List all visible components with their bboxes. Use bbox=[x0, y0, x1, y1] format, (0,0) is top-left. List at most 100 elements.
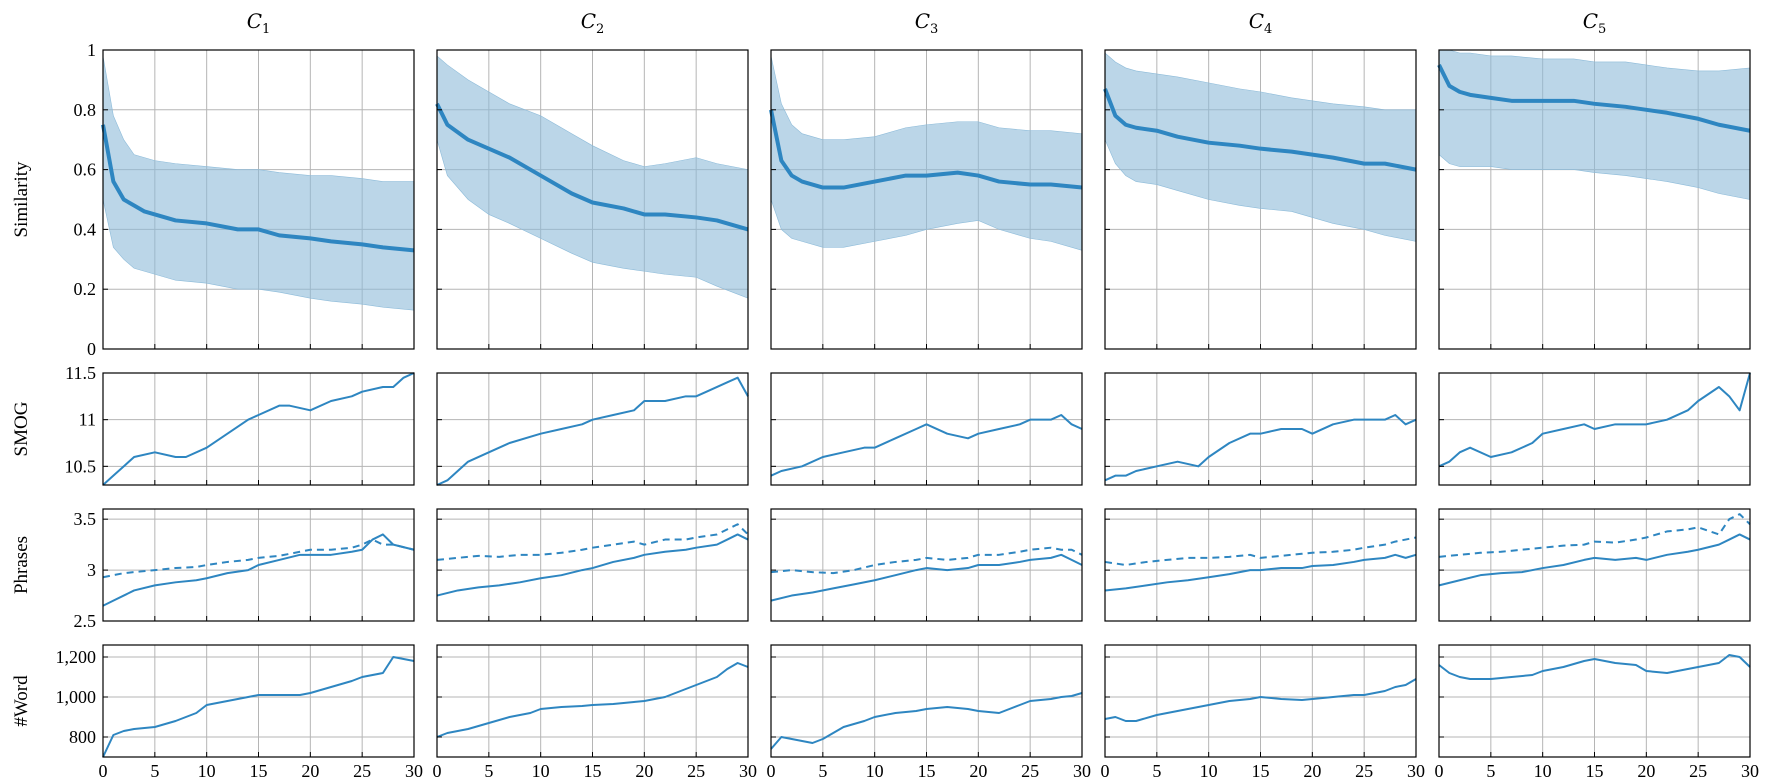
x-tick-label: 20 bbox=[969, 761, 987, 779]
x-tick-label: 0 bbox=[433, 761, 442, 779]
y-tick-label: 3 bbox=[87, 560, 96, 580]
series-line bbox=[436, 376, 749, 486]
dashed-series-line bbox=[436, 523, 749, 561]
panel-r3-c3 bbox=[770, 508, 1083, 622]
x-tick-label: 30 bbox=[1741, 761, 1759, 779]
y-tick-label: 0.2 bbox=[74, 279, 97, 299]
x-tick-label: 15 bbox=[1586, 761, 1604, 779]
y-tick-label: 2.5 bbox=[74, 611, 97, 631]
panel-r2-c5 bbox=[1438, 372, 1751, 486]
column-title-1: C1 bbox=[247, 9, 271, 37]
mean-line bbox=[769, 109, 1083, 190]
panel-r3-c4 bbox=[1104, 508, 1417, 622]
panel-r4-c5: 0 5 10 15 20 25 30 bbox=[1435, 644, 1759, 779]
ylabel-word: #Word bbox=[11, 675, 32, 727]
mean-line bbox=[435, 102, 749, 232]
column-title-3: C3 bbox=[915, 9, 939, 37]
y-tick-label: 800 bbox=[69, 727, 96, 747]
dashed-series-line bbox=[770, 546, 1083, 575]
panel-r1-c4 bbox=[1103, 49, 1417, 350]
panel-r4-c2: 0 5 10 15 20 25 30 bbox=[433, 644, 757, 779]
series-line bbox=[770, 414, 1083, 477]
dashed-series-line bbox=[1438, 513, 1751, 558]
x-tick-label: 5 bbox=[818, 761, 827, 779]
series-line bbox=[770, 553, 1083, 602]
series-line bbox=[1104, 414, 1417, 482]
x-tick-label: 5 bbox=[1486, 761, 1495, 779]
column-title-5: C5 bbox=[1583, 9, 1607, 37]
series-line bbox=[102, 533, 415, 607]
x-tick-label: 30 bbox=[1073, 761, 1091, 779]
series-line bbox=[102, 656, 415, 758]
y-tick-label: 11 bbox=[79, 410, 96, 430]
column-title-2: C2 bbox=[581, 9, 605, 37]
x-tick-label: 15 bbox=[250, 761, 268, 779]
panel-r4-c1: 800 1,000 1,200 0 5 10 15 20 25 30 bbox=[56, 644, 423, 779]
ylabel-phrases: Phrases bbox=[11, 536, 32, 594]
y-tick-label: 1,000 bbox=[56, 687, 97, 707]
panel-r4-c4: 0 5 10 15 20 25 30 bbox=[1101, 644, 1425, 779]
y-tick-label: 10.5 bbox=[65, 456, 97, 476]
x-tick-label: 0 bbox=[1435, 761, 1444, 779]
series-line bbox=[770, 692, 1083, 750]
mean-line bbox=[1103, 88, 1417, 172]
series-line bbox=[1438, 372, 1751, 468]
x-tick-label: 10 bbox=[532, 761, 550, 779]
panel-r2-c4 bbox=[1104, 372, 1417, 486]
panel-r2-c1: 10.5 11 11.5 bbox=[65, 363, 415, 486]
x-tick-label: 10 bbox=[1200, 761, 1218, 779]
x-tick-label: 10 bbox=[866, 761, 884, 779]
series-line bbox=[1104, 553, 1417, 592]
y-tick-label: 11.5 bbox=[65, 363, 96, 383]
series-line bbox=[1438, 533, 1751, 587]
x-tick-label: 25 bbox=[1021, 761, 1039, 779]
x-tick-label: 0 bbox=[1101, 761, 1110, 779]
panel-r1-c2 bbox=[435, 49, 749, 350]
x-tick-label: 0 bbox=[767, 761, 776, 779]
series-line bbox=[1104, 678, 1417, 722]
panel-r4-c3: 0 5 10 15 20 25 30 bbox=[767, 644, 1091, 779]
series-line bbox=[102, 372, 415, 486]
panel-r3-c5 bbox=[1438, 508, 1751, 622]
mean-line bbox=[1437, 64, 1751, 133]
x-tick-label: 0 bbox=[99, 761, 108, 779]
panel-r1-c1: 0 0.2 0.4 0.6 0.8 1 bbox=[74, 40, 415, 359]
x-tick-label: 25 bbox=[1689, 761, 1707, 779]
y-tick-label: 1,200 bbox=[56, 647, 97, 667]
series-line bbox=[436, 533, 749, 597]
dashed-series-line bbox=[102, 538, 415, 579]
x-tick-label: 5 bbox=[1152, 761, 1161, 779]
y-tick-label: 0 bbox=[87, 339, 96, 359]
x-tick-label: 30 bbox=[1407, 761, 1425, 779]
x-tick-label: 5 bbox=[150, 761, 159, 779]
panel-r1-c5 bbox=[1437, 49, 1751, 350]
x-tick-label: 20 bbox=[635, 761, 653, 779]
x-tick-label: 10 bbox=[1534, 761, 1552, 779]
x-tick-label: 15 bbox=[1252, 761, 1270, 779]
panel-r3-c2 bbox=[436, 508, 749, 622]
x-tick-label: 15 bbox=[918, 761, 936, 779]
mean-line bbox=[101, 124, 415, 253]
x-tick-label: 5 bbox=[484, 761, 493, 779]
x-tick-label: 25 bbox=[687, 761, 705, 779]
panel-r2-c3 bbox=[770, 372, 1083, 486]
ylabel-smog: SMOG bbox=[11, 401, 32, 456]
y-tick-label: 0.4 bbox=[74, 219, 97, 239]
series-line bbox=[436, 662, 749, 738]
dashed-series-line bbox=[1104, 536, 1417, 566]
x-tick-label: 15 bbox=[584, 761, 602, 779]
y-tick-label: 3.5 bbox=[74, 509, 97, 529]
column-title-4: C4 bbox=[1249, 9, 1273, 37]
y-tick-label: 1 bbox=[87, 40, 96, 60]
x-tick-label: 30 bbox=[405, 761, 423, 779]
x-tick-label: 25 bbox=[1355, 761, 1373, 779]
panel-r2-c2 bbox=[436, 372, 749, 486]
y-tick-label: 0.6 bbox=[74, 160, 97, 180]
x-tick-label: 10 bbox=[198, 761, 216, 779]
x-tick-label: 20 bbox=[1637, 761, 1655, 779]
x-tick-label: 20 bbox=[1303, 761, 1321, 779]
x-tick-label: 20 bbox=[301, 761, 319, 779]
ylabel-similarity: Similarity bbox=[11, 161, 32, 238]
panel-r3-c1: 2.5 3 3.5 bbox=[74, 508, 415, 631]
